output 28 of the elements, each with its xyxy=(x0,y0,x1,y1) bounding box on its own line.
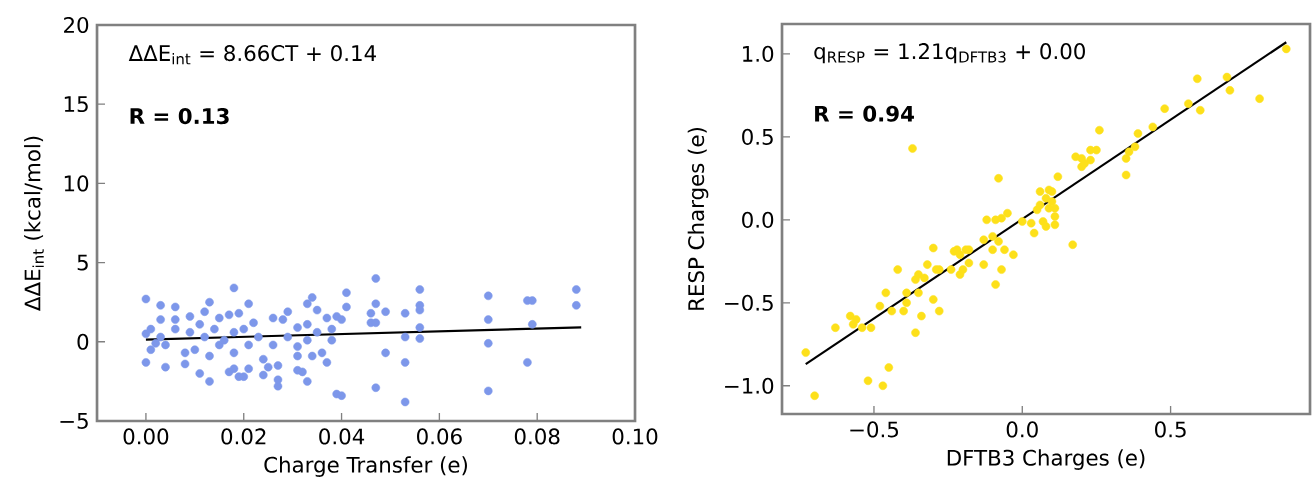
y-tick-label: −5 xyxy=(60,413,88,429)
x-tick-label: 0.5 xyxy=(1155,421,1186,438)
annotation: R = 0.13 xyxy=(130,108,229,125)
y-axis-title: RESP Charges (e) xyxy=(687,127,709,310)
y-tick-label: −0.5 xyxy=(725,294,773,311)
x-tick-label: 0.04 xyxy=(319,428,365,445)
x-tick-label: 0.0 xyxy=(1006,421,1038,438)
y-tick-label: 1.0 xyxy=(743,45,774,62)
y-tick-label: 10 xyxy=(64,175,89,192)
y-tick-label: −1.0 xyxy=(725,377,774,394)
y-tick-label: 5 xyxy=(77,254,88,271)
x-tick-label: −0.5 xyxy=(850,421,898,438)
y-tick-label: 15 xyxy=(64,96,88,113)
x-tick-label: 0.08 xyxy=(514,428,560,445)
annotation: R = 0.94 xyxy=(815,105,914,122)
annotation: q$_{RESP}$ = 1.21q$_{DFTB3}$ + 0.00 xyxy=(814,43,1085,64)
x-tick-label: 0.02 xyxy=(221,428,266,445)
y-axis-title: ΔΔE$_{int}$ (kcal/mol) xyxy=(24,136,44,311)
y-tick-label: 20 xyxy=(64,16,89,34)
x-axis-title: DFTB3 Charges (e) xyxy=(947,449,1145,470)
x-axis-title: Charge Transfer (e) xyxy=(264,456,467,477)
x-tick-label: 0.00 xyxy=(123,428,169,445)
x-tick-label: 0.10 xyxy=(612,428,658,445)
x-tick-label: 0.06 xyxy=(417,428,462,445)
y-tick-label: 0.5 xyxy=(742,128,773,145)
annotation: ΔΔE$_{int}$ = 8.66CT + 0.14 xyxy=(128,45,376,65)
y-tick-label: 0 xyxy=(77,333,89,350)
y-tick-label: 0.0 xyxy=(742,211,774,228)
